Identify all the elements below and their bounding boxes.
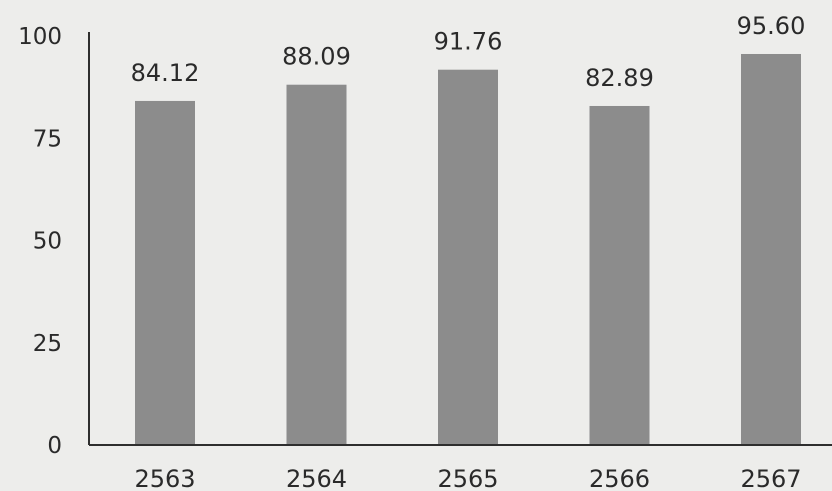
x-tick-label: 2565 [437,465,498,491]
bar [286,84,347,445]
y-tick-label: 0 [47,433,62,459]
bar [438,69,498,445]
bar [589,105,650,446]
y-tick-label: 100 [18,24,62,50]
data-label: 82.89 [585,64,654,92]
data-labels: 84.12 88.09 91.76 82.89 95.60 [131,12,806,92]
x-tick-label: 2564 [286,465,347,491]
x-tick-label: 2567 [740,465,801,491]
y-axis-ticks: 0 25 50 75 100 [18,24,62,459]
data-label: 84.12 [131,59,200,87]
data-label: 91.76 [434,28,503,56]
data-label: 88.09 [282,43,351,71]
bar [741,53,801,445]
bars [135,53,801,446]
y-tick-label: 25 [33,331,62,357]
x-tick-label: 2566 [589,465,650,491]
data-label: 95.60 [737,12,806,40]
bar [135,100,195,445]
y-tick-label: 75 [33,126,62,152]
y-tick-label: 50 [33,229,62,255]
x-tick-label: 2563 [134,465,195,491]
x-axis-labels: 2563 2564 2565 2566 2567 [134,465,801,491]
